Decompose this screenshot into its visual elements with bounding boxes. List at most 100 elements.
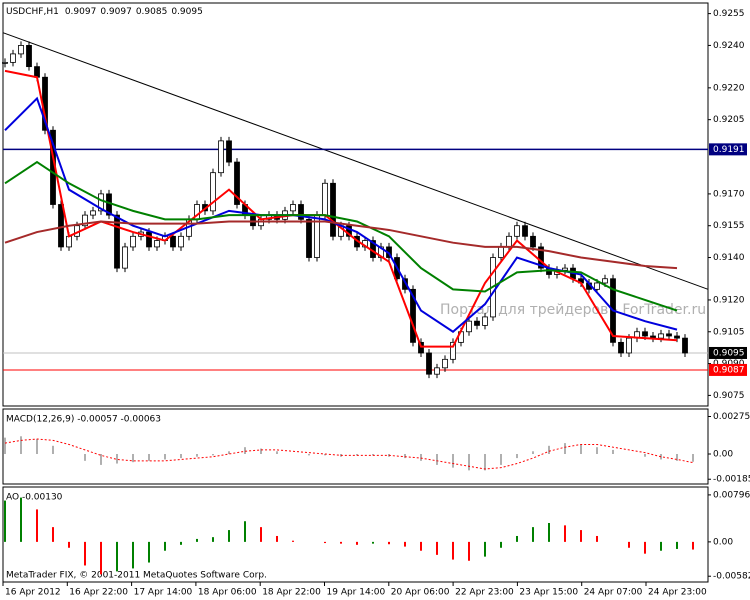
y-tick-label: 0.9255 — [713, 9, 745, 19]
candle — [658, 333, 664, 339]
watermark: Портал для трейдеров - ForTrader.ru — [440, 302, 706, 318]
x-tick-label: 23 Apr 15:00 — [519, 588, 578, 598]
candle — [290, 204, 296, 212]
candle — [522, 225, 528, 237]
candle — [530, 235, 536, 248]
candle — [58, 204, 64, 248]
chart-header: USDCHF,H1 0.9097 0.9097 0.9085 0.9095 — [6, 7, 203, 17]
y-tick-label: 0.00 — [713, 450, 733, 460]
y-tick-label: 0.9240 — [713, 41, 745, 51]
open: 0.9097 — [65, 7, 97, 17]
candle — [434, 367, 440, 375]
x-tick-label: 18 Apr 06:00 — [198, 588, 257, 598]
candle — [122, 246, 128, 269]
candle — [594, 282, 600, 290]
macd-signal — [4, 438, 694, 470]
candle — [562, 267, 568, 271]
candle — [298, 204, 304, 220]
moving-average — [4, 220, 678, 270]
candle — [666, 333, 672, 337]
x-tick-label: 24 Apr 23:00 — [648, 588, 707, 598]
y-tick-label: 0.00275 — [713, 412, 750, 422]
candle — [10, 53, 16, 63]
x-tick-label: 22 Apr 23:00 — [455, 588, 514, 598]
close: 0.9095 — [171, 7, 203, 17]
y-tick-label: -0.00582 — [713, 572, 750, 582]
price-label-box — [709, 363, 747, 376]
candle — [306, 218, 312, 258]
y-tick-label: 0.00796 — [713, 490, 750, 500]
candle — [2, 61, 8, 64]
y-tick-label: 0.9105 — [713, 327, 745, 337]
price-label: 0.9087 — [713, 365, 745, 375]
price-label-box — [709, 346, 747, 359]
macd-label: MACD(12,26,9) -0.00057 -0.00063 — [6, 415, 161, 425]
candle — [66, 235, 72, 248]
moving-average — [4, 160, 678, 312]
candle — [250, 214, 256, 227]
candle — [482, 316, 488, 326]
candle — [82, 214, 88, 227]
y-tick-label: 0.00 — [713, 537, 733, 547]
candle — [466, 320, 472, 333]
candle — [442, 358, 448, 369]
candle — [226, 140, 232, 163]
candle — [330, 182, 336, 237]
candle — [450, 341, 456, 360]
x-tick-label: 16 Apr 22:00 — [69, 588, 128, 598]
candle — [618, 341, 624, 354]
candle — [114, 214, 120, 269]
candle — [410, 288, 416, 343]
candle — [170, 235, 176, 248]
candle — [178, 235, 184, 248]
y-tick-label: 0.9120 — [713, 295, 745, 305]
y-tick-label: 0.9140 — [713, 253, 745, 263]
x-tick-label: 18 Apr 22:00 — [262, 588, 321, 598]
high: 0.9097 — [100, 7, 132, 17]
y-tick-label: 0.9170 — [713, 189, 745, 199]
candle — [498, 246, 504, 258]
candle — [602, 278, 608, 284]
price-label-box — [709, 143, 747, 156]
y-tick-label: -0.00185 — [713, 475, 750, 485]
y-tick-label: 0.9220 — [713, 83, 745, 93]
candle — [674, 335, 680, 339]
candle — [234, 161, 240, 205]
low: 0.9085 — [136, 7, 168, 17]
moving-average — [4, 96, 678, 334]
candle — [98, 193, 104, 212]
macd-panel — [2, 408, 709, 485]
candle — [402, 278, 408, 290]
candle — [322, 182, 328, 216]
x-tick-label: 17 Apr 14:00 — [134, 588, 193, 598]
y-tick-label: 0.9075 — [713, 391, 745, 401]
candle — [18, 45, 24, 55]
candle — [642, 331, 648, 337]
candle — [682, 337, 688, 354]
candle — [514, 225, 520, 237]
copyright: MetaTrader FIX, © 2001-2011 MetaQuotes S… — [6, 571, 267, 581]
candle — [506, 235, 512, 248]
y-tick-label: 0.9205 — [713, 115, 745, 125]
x-tick-label: 20 Apr 06:00 — [391, 588, 450, 598]
trendline — [2, 32, 709, 290]
main-panel — [2, 2, 709, 407]
candle — [418, 341, 424, 354]
ao-panel — [2, 486, 709, 583]
candle — [210, 172, 216, 212]
candle — [34, 66, 40, 78]
x-tick-label: 24 Apr 07:00 — [584, 588, 643, 598]
candle — [474, 320, 480, 326]
price-label: 0.9191 — [713, 145, 745, 155]
candle — [26, 45, 32, 68]
symbol: USDCHF,H1 — [6, 7, 59, 17]
x-tick-label: 19 Apr 14:00 — [327, 588, 386, 598]
candle — [154, 240, 160, 248]
y-tick-label: 0.9155 — [713, 221, 745, 231]
ao-label: AO -0.00130 — [6, 493, 63, 503]
price-label: 0.9095 — [713, 348, 745, 358]
x-tick-label: 16 Apr 2012 — [5, 588, 61, 598]
candle — [130, 235, 136, 248]
candle — [146, 231, 152, 248]
